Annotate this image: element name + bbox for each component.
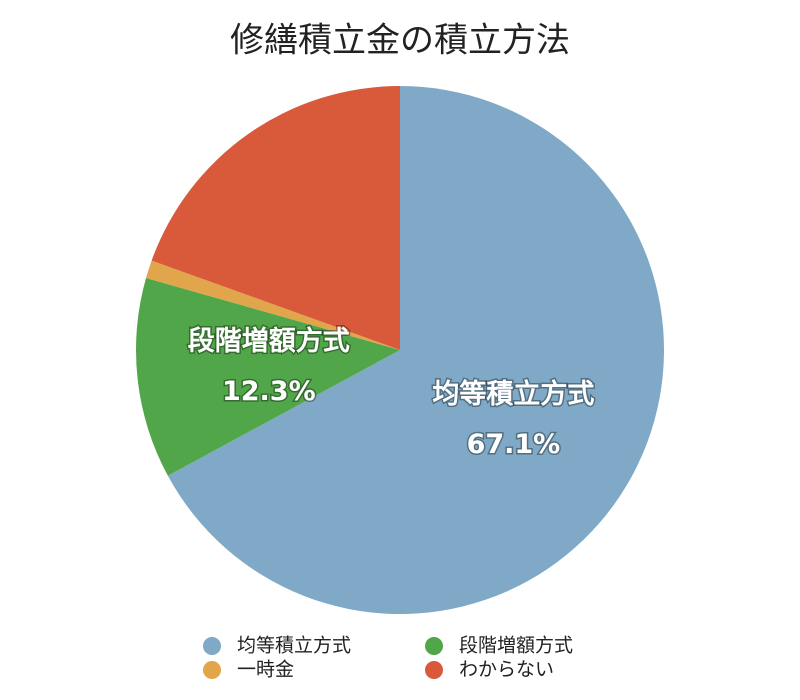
pie-slice xyxy=(135,277,400,476)
slice-category-label: 均等積立方式 xyxy=(432,378,594,410)
legend-label: 均等積立方式 xyxy=(237,635,351,657)
legend-marker xyxy=(203,661,221,679)
legend-label: 段階増額方式 xyxy=(459,635,573,657)
legend-label: わからない xyxy=(459,659,554,681)
legend-marker xyxy=(425,661,443,679)
slice-labels: 均等積立方式 67.1% 段階増額方式 12.3% xyxy=(186,323,596,461)
slice-category-label: 段階増額方式 xyxy=(188,325,350,357)
chart-title: 修繕積立金の積立方法 xyxy=(230,21,570,61)
pie xyxy=(135,86,665,614)
pie-slice xyxy=(151,86,400,350)
pie-slice xyxy=(167,86,665,614)
legend-label: 一時金 xyxy=(237,659,294,681)
pie-slice xyxy=(146,260,400,350)
legend-marker xyxy=(203,637,221,655)
slice-value-label: 67.1% xyxy=(467,429,561,460)
slice-value-label: 12.3% xyxy=(222,376,316,407)
legend-marker xyxy=(425,637,443,655)
